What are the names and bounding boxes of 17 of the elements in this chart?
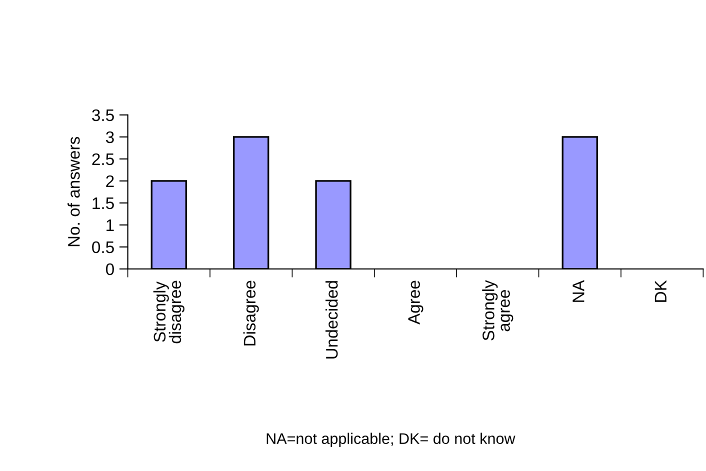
text: NA=not applicable; DK= do not know	[266, 432, 516, 448]
y-tick-label: 0.5	[92, 241, 114, 254]
y-tick-label: 2	[106, 175, 114, 187]
y-tick-label: 1.5	[92, 198, 114, 210]
x-tick-label: Strongly agree	[482, 280, 514, 340]
y-tick-label: 2.5	[92, 153, 114, 166]
y-tick-label: 1	[106, 220, 114, 231]
x-tick-label: NA	[572, 280, 584, 302]
x-tick-label: Agree	[408, 280, 424, 324]
y-tick-label: 3.5	[92, 109, 114, 122]
y-tick-label: 3	[106, 131, 114, 144]
x-tick-label: DK	[654, 280, 666, 302]
y-axis-title: No. of answers	[68, 136, 80, 246]
y-tick-label: 0	[106, 263, 114, 276]
x-tick-label: Strongly disagree	[153, 280, 184, 344]
x-tick-label: Disagree	[243, 280, 259, 346]
x-tick-label: Undecided	[326, 281, 338, 358]
